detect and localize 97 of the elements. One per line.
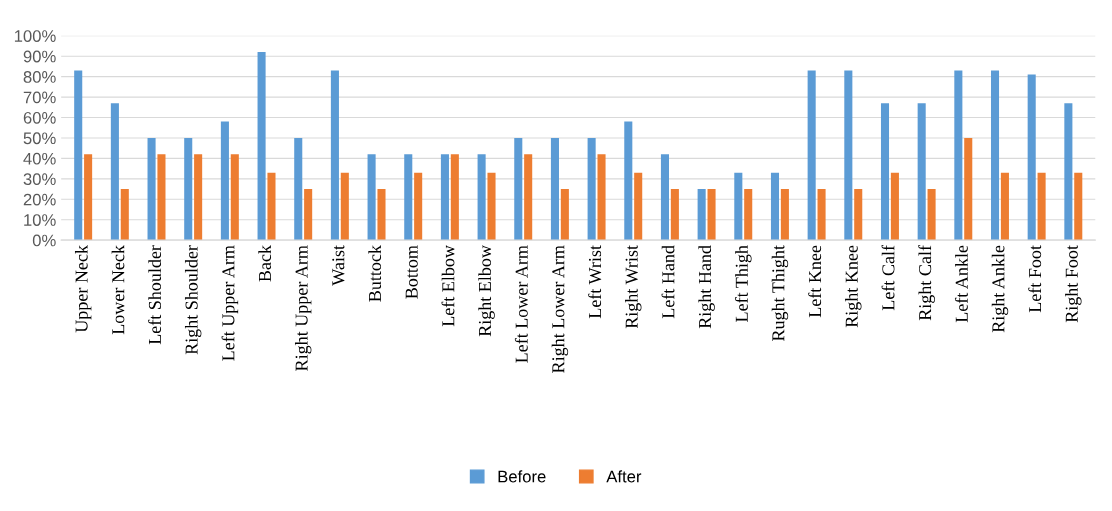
x-tick-label: Left Lower Arm xyxy=(514,245,528,363)
bar xyxy=(890,172,899,241)
x-tick-label: Right Wrist xyxy=(625,245,642,329)
bar xyxy=(550,137,559,241)
bar xyxy=(330,70,339,241)
x-tick-label: Left Hand xyxy=(661,245,675,319)
y-tick-label: 50% xyxy=(23,132,56,145)
x-tick-label: Left Elbow xyxy=(441,245,455,327)
bar xyxy=(404,154,413,241)
y-tick-label: 0% xyxy=(32,234,56,247)
bar xyxy=(440,154,449,241)
bar xyxy=(450,154,459,241)
bar xyxy=(147,137,156,241)
bar xyxy=(770,172,780,241)
y-tick-label: 10% xyxy=(24,214,56,226)
x-tick-label: Right Calf xyxy=(918,245,935,321)
bar xyxy=(514,137,523,241)
bar xyxy=(1000,172,1009,241)
bar xyxy=(844,70,853,241)
bar xyxy=(817,189,826,241)
x-tick-label: Waist xyxy=(332,245,345,286)
bar xyxy=(524,154,533,241)
bar xyxy=(917,103,926,241)
x-tick-label: Right Foot xyxy=(1065,245,1082,323)
bar xyxy=(954,70,963,241)
x-tick-label: Right Upper Arm xyxy=(294,245,312,371)
y-tick-label: 80% xyxy=(23,71,56,83)
legend-label: Before xyxy=(498,470,546,483)
bar xyxy=(84,154,93,241)
y-tick-label: 90% xyxy=(23,50,56,63)
bar xyxy=(267,172,276,241)
bar xyxy=(744,189,753,241)
bar xyxy=(1037,172,1046,241)
bar xyxy=(780,189,789,241)
bar xyxy=(854,189,863,241)
bar xyxy=(367,154,376,241)
x-tick-label: Left Wrist xyxy=(588,245,602,319)
bar xyxy=(194,154,203,241)
bar xyxy=(990,70,1000,241)
x-tick-label: Right Knee xyxy=(845,245,862,328)
bar xyxy=(487,172,496,241)
x-tick-label: Rught Thight xyxy=(771,245,789,341)
bar xyxy=(670,189,679,241)
bar xyxy=(587,137,596,241)
x-tick-label: Lower Neck xyxy=(111,245,125,335)
x-tick-label: Buttock xyxy=(368,245,382,302)
bar xyxy=(74,70,83,241)
bar xyxy=(1027,74,1036,241)
y-tick-label: 70% xyxy=(23,91,56,104)
bar xyxy=(807,70,816,241)
bar xyxy=(597,154,606,241)
bar xyxy=(707,189,716,241)
x-tick-label: Left Calf xyxy=(881,245,895,311)
x-tick-label: Left Upper Arm xyxy=(221,245,239,361)
bar xyxy=(414,172,423,241)
legend-label: After xyxy=(606,470,642,483)
x-tick-label: Right Ankle xyxy=(991,245,1009,333)
y-tick-label: 60% xyxy=(23,111,56,124)
x-tick-label: Left Foot xyxy=(1028,245,1042,313)
x-tick-label: Right Hand xyxy=(698,245,715,329)
x-tick-label: Right Elbow xyxy=(478,245,495,337)
bar xyxy=(660,154,669,241)
bar xyxy=(880,103,890,241)
bar xyxy=(477,154,486,241)
x-tick-label: Left Thigh xyxy=(734,245,752,322)
y-tick-label: 20% xyxy=(23,193,56,206)
bar xyxy=(230,154,239,241)
bar xyxy=(294,137,303,241)
bar xyxy=(560,189,569,241)
bar xyxy=(964,137,973,241)
x-tick-label: Back xyxy=(258,245,272,282)
bar xyxy=(340,172,349,241)
x-tick-label: Right Lower Arm xyxy=(551,245,569,373)
bar xyxy=(734,172,743,241)
bar xyxy=(1064,103,1073,241)
bar xyxy=(257,52,266,241)
x-tick-label: Left Shoulder xyxy=(148,245,162,345)
x-tick-label: Upper Neck xyxy=(74,245,92,333)
bar xyxy=(624,121,633,241)
x-tick-label: Right Shoulder xyxy=(184,245,202,355)
x-tick-label: Left Ankle xyxy=(954,245,968,323)
bar xyxy=(634,172,643,241)
x-tick-label: Left Knee xyxy=(808,245,822,318)
bar xyxy=(220,121,229,241)
bar xyxy=(157,154,166,241)
bar xyxy=(377,189,386,241)
x-tick-label: Bottom xyxy=(405,245,418,299)
bar xyxy=(184,137,193,241)
bar xyxy=(697,189,706,241)
bar xyxy=(1074,172,1083,241)
bar xyxy=(120,189,129,241)
y-tick-label: 40% xyxy=(23,152,56,165)
bar xyxy=(304,189,313,241)
bar xyxy=(110,103,119,241)
y-tick-label: 100% xyxy=(14,30,56,42)
y-tick-label: 30% xyxy=(23,173,56,186)
bar xyxy=(927,189,936,241)
